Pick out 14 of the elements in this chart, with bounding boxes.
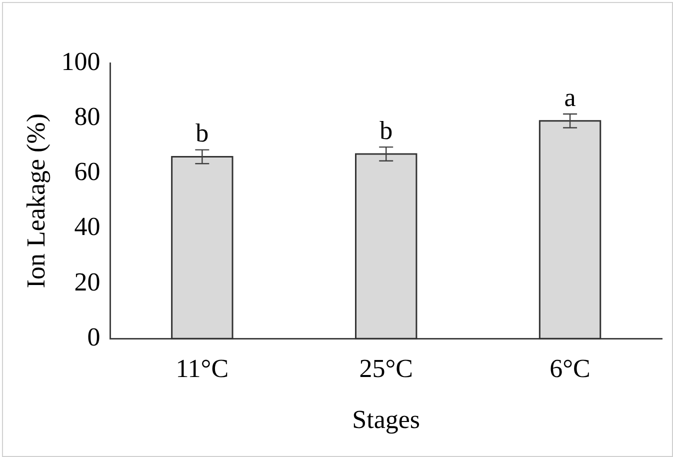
- annotation: a: [564, 82, 576, 112]
- x-tick-label: 11°C: [176, 354, 229, 384]
- y-tick-label: 0: [87, 322, 100, 352]
- y-tick-label: 100: [61, 46, 100, 76]
- x-tick-label: 6°C: [550, 354, 590, 384]
- y-axis-title: Ion Leakage (%): [21, 113, 50, 288]
- annotation: b: [196, 118, 209, 148]
- x-tick-label: 25°C: [359, 354, 413, 384]
- y-tick-label: 20: [74, 267, 100, 296]
- x-axis-title: Stages: [352, 405, 420, 434]
- annotation: b: [380, 116, 393, 145]
- y-tick-label: 60: [74, 157, 100, 186]
- y-tick-label: 40: [74, 212, 100, 242]
- y-tick-label: 80: [74, 102, 100, 131]
